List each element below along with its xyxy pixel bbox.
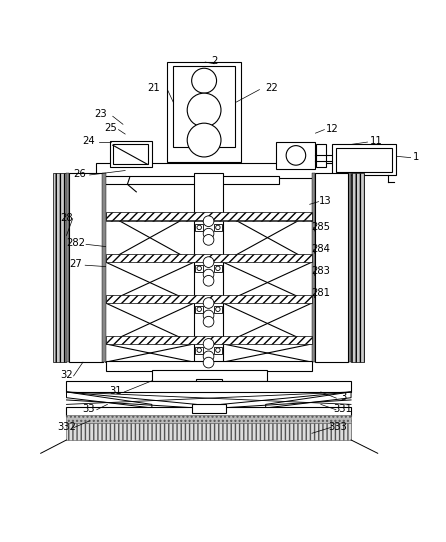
Text: 24: 24	[83, 136, 95, 146]
Text: 23: 23	[95, 109, 107, 119]
Bar	[66, 381, 351, 392]
Circle shape	[203, 216, 214, 227]
Bar	[195, 224, 203, 231]
Bar	[195, 346, 203, 354]
Bar	[66, 173, 69, 362]
Circle shape	[216, 266, 220, 270]
Text: 33: 33	[83, 404, 95, 414]
Bar	[195, 265, 203, 272]
Text: 25: 25	[104, 123, 117, 133]
Circle shape	[203, 228, 214, 239]
Text: 282: 282	[66, 238, 85, 248]
Circle shape	[203, 357, 214, 368]
Bar	[69, 173, 103, 362]
Text: 281: 281	[311, 288, 330, 298]
Circle shape	[197, 266, 202, 270]
Text: 3: 3	[340, 392, 346, 402]
Circle shape	[216, 307, 220, 312]
Bar	[106, 254, 312, 262]
Bar	[192, 404, 226, 414]
Bar	[167, 62, 241, 162]
Bar	[106, 295, 312, 303]
Bar	[214, 265, 222, 272]
Text: 2: 2	[211, 56, 217, 66]
Bar	[202, 184, 215, 213]
Bar	[214, 346, 222, 354]
Bar	[312, 173, 314, 362]
Text: 1: 1	[413, 152, 420, 162]
Circle shape	[187, 93, 221, 127]
Bar	[66, 408, 351, 416]
Bar	[194, 173, 223, 362]
Text: 21: 21	[148, 83, 161, 93]
Bar	[106, 362, 312, 371]
Text: 27: 27	[69, 259, 82, 269]
Bar	[214, 224, 222, 231]
Bar	[53, 173, 66, 362]
Text: 284: 284	[311, 244, 330, 254]
Circle shape	[197, 225, 202, 230]
Text: 26: 26	[74, 169, 86, 179]
Bar	[66, 415, 351, 423]
Text: 12: 12	[326, 124, 339, 134]
Text: 333: 333	[328, 422, 347, 431]
Text: 331: 331	[334, 404, 352, 414]
Bar	[152, 370, 267, 381]
Bar	[196, 379, 222, 386]
Polygon shape	[66, 392, 152, 408]
Bar	[173, 67, 235, 146]
Bar	[316, 144, 326, 166]
Bar	[106, 336, 312, 344]
Circle shape	[197, 348, 202, 352]
Bar	[103, 176, 279, 184]
Circle shape	[216, 348, 220, 352]
Bar	[102, 173, 106, 362]
Circle shape	[216, 225, 220, 230]
Circle shape	[203, 298, 214, 308]
Bar	[110, 141, 152, 166]
Bar	[314, 173, 348, 362]
Circle shape	[203, 269, 214, 280]
Bar	[66, 423, 351, 440]
Circle shape	[203, 317, 214, 327]
Bar	[113, 144, 149, 164]
Bar	[214, 306, 222, 313]
Text: 28: 28	[60, 212, 73, 223]
Circle shape	[197, 307, 202, 312]
Bar	[196, 210, 221, 218]
Bar	[106, 212, 312, 220]
Circle shape	[203, 310, 214, 321]
Circle shape	[203, 339, 214, 349]
Text: 285: 285	[311, 222, 330, 231]
Bar	[96, 163, 350, 178]
Text: 11: 11	[370, 136, 383, 146]
Circle shape	[203, 275, 214, 286]
Text: 31: 31	[109, 386, 122, 396]
Text: 32: 32	[60, 370, 73, 380]
Bar	[277, 142, 315, 169]
Circle shape	[203, 257, 214, 267]
Bar	[195, 306, 203, 313]
Text: 22: 22	[265, 83, 278, 93]
Bar	[348, 173, 351, 362]
Text: 13: 13	[319, 196, 331, 206]
Circle shape	[187, 123, 221, 157]
Text: 332: 332	[57, 422, 76, 431]
Circle shape	[192, 68, 217, 93]
Bar	[351, 173, 364, 362]
Polygon shape	[266, 392, 351, 408]
Circle shape	[203, 235, 214, 245]
Bar	[336, 148, 392, 172]
Circle shape	[203, 351, 214, 362]
Bar	[106, 213, 312, 221]
Text: 283: 283	[311, 266, 330, 276]
Bar	[332, 144, 396, 176]
Bar	[200, 177, 218, 198]
Circle shape	[286, 146, 306, 165]
